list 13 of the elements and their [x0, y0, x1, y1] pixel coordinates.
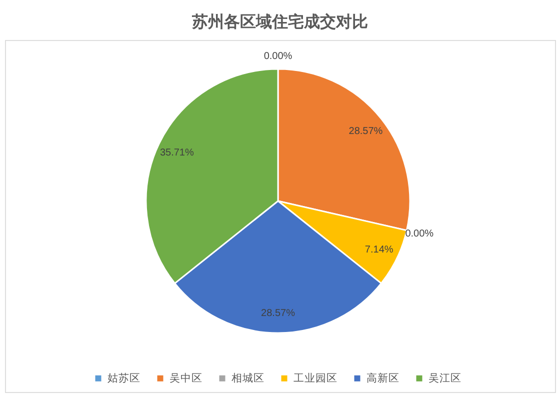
legend-label: 吴江区 [428, 372, 462, 384]
legend-label: 相城区 [232, 371, 264, 384]
legend-label: 工业园区 [294, 371, 338, 384]
data-label: 7.14% [364, 244, 394, 256]
text: 0.00% [264, 51, 292, 62]
chart-title: 苏州各区域住宅成交对比 [191, 12, 368, 31]
text: 0.00% [405, 228, 434, 240]
data-label: 28.57% [348, 126, 383, 138]
legend-label: 姑苏区 [108, 371, 140, 384]
legend-label: 高新区 [366, 371, 400, 384]
legend-label: 吴中区 [170, 371, 202, 384]
data-label: 28.57% [261, 308, 296, 320]
data-label: 35.71% [160, 147, 194, 158]
